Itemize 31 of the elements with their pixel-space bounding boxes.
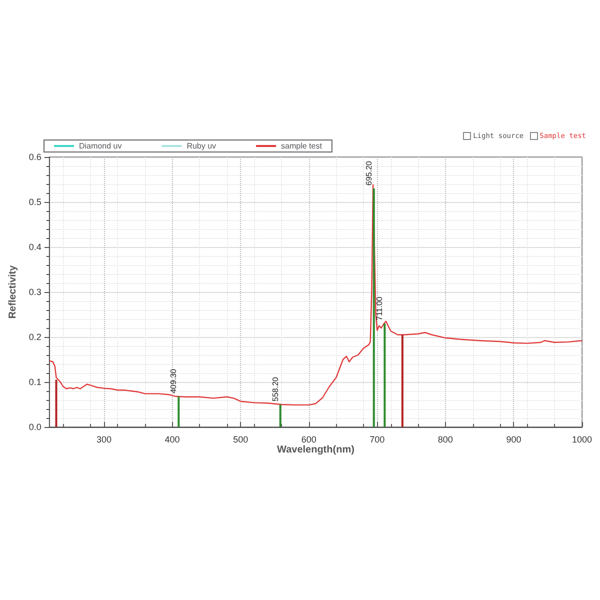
- bar: [178, 396, 180, 427]
- annotation: 695.20: [364, 160, 374, 186]
- x-tick-label: 700: [370, 434, 385, 444]
- bar: [372, 188, 375, 427]
- bar: [55, 380, 58, 427]
- y-axis-title: Reflectivity: [8, 264, 18, 319]
- y-tick-label: 0.5: [28, 197, 42, 207]
- x-tick-label: 400: [164, 434, 180, 444]
- bar: [384, 324, 386, 427]
- legend-label: sample test: [281, 142, 323, 150]
- x-tick-label: 800: [438, 434, 453, 444]
- y-tick-label: 0.2: [28, 332, 42, 342]
- annotation: 711.00: [375, 296, 384, 320]
- annotation: 558.20: [270, 376, 280, 402]
- x-tick-label: 600: [301, 434, 316, 444]
- x-tick-label: 1000: [572, 434, 592, 444]
- x-axis-title: Wavelength(nm): [276, 444, 354, 456]
- x-tick-label: 300: [96, 434, 112, 444]
- y-tick-label: 0.0: [28, 422, 42, 432]
- y-tick-label: 0.6: [28, 152, 42, 162]
- x-tick-label: 900: [506, 434, 522, 444]
- x-tick-label: 500: [233, 434, 248, 444]
- legend-label: Ruby uv: [186, 142, 216, 150]
- legend-label: Diamond uv: [79, 142, 122, 150]
- bar: [279, 404, 282, 427]
- y-tick-label: 0.1: [28, 377, 42, 387]
- bar: [401, 334, 404, 427]
- annotation: 409.30: [169, 368, 178, 394]
- y-tick-label: 0.4: [28, 242, 42, 252]
- line-series: [48, 184, 583, 406]
- y-tick-label: 0.3: [28, 287, 42, 297]
